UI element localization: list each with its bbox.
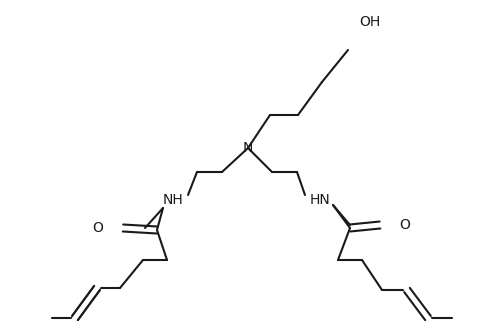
- Text: O: O: [399, 218, 409, 232]
- Text: HN: HN: [309, 193, 330, 207]
- Text: N: N: [242, 141, 253, 155]
- Text: O: O: [92, 221, 103, 235]
- Text: NH: NH: [162, 193, 183, 207]
- Text: OH: OH: [359, 15, 380, 29]
